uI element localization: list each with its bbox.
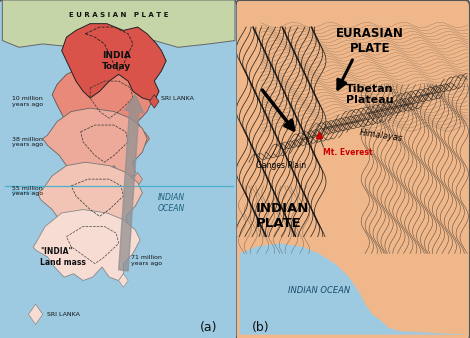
Text: "INDIA"
Land mass: "INDIA" Land mass xyxy=(40,247,86,267)
Polygon shape xyxy=(2,0,235,47)
Text: 38 million
years ago: 38 million years ago xyxy=(12,137,43,147)
Polygon shape xyxy=(133,172,142,186)
Text: SRI LANKA: SRI LANKA xyxy=(161,96,194,100)
Text: SRI LANKA: SRI LANKA xyxy=(47,312,80,317)
Text: Ganges Plain: Ganges Plain xyxy=(256,161,306,170)
Text: 10 million
years ago: 10 million years ago xyxy=(12,96,43,107)
Polygon shape xyxy=(43,108,147,179)
Text: EURASIAN
PLATE: EURASIAN PLATE xyxy=(336,27,404,54)
Text: E U R A S I A N   P L A T E: E U R A S I A N P L A T E xyxy=(69,12,168,18)
Text: INDIA
Today: INDIA Today xyxy=(102,51,131,71)
Polygon shape xyxy=(62,24,166,101)
Polygon shape xyxy=(33,210,140,281)
Polygon shape xyxy=(38,162,142,233)
Text: (b): (b) xyxy=(252,321,269,334)
Text: 55 million
years ago: 55 million years ago xyxy=(12,186,43,196)
Text: Himalayas: Himalayas xyxy=(358,128,403,143)
Text: Equator: Equator xyxy=(12,190,37,195)
FancyArrow shape xyxy=(119,95,144,271)
Text: INDIAN
OCEAN: INDIAN OCEAN xyxy=(157,193,185,213)
Polygon shape xyxy=(29,304,43,324)
Text: Mt. Everest: Mt. Everest xyxy=(323,148,373,156)
Text: 71 million
years ago: 71 million years ago xyxy=(131,255,162,266)
FancyBboxPatch shape xyxy=(0,0,237,338)
Polygon shape xyxy=(140,132,149,145)
Text: INDIAN
PLATE: INDIAN PLATE xyxy=(256,202,309,230)
Text: (a): (a) xyxy=(200,321,218,334)
Text: INDIAN OCEAN: INDIAN OCEAN xyxy=(288,286,350,295)
Polygon shape xyxy=(52,64,152,139)
Polygon shape xyxy=(126,226,135,240)
Polygon shape xyxy=(118,274,128,287)
Polygon shape xyxy=(240,243,468,335)
FancyBboxPatch shape xyxy=(235,0,470,338)
Polygon shape xyxy=(149,95,159,108)
Text: Tibetan
Plateau: Tibetan Plateau xyxy=(346,84,394,105)
